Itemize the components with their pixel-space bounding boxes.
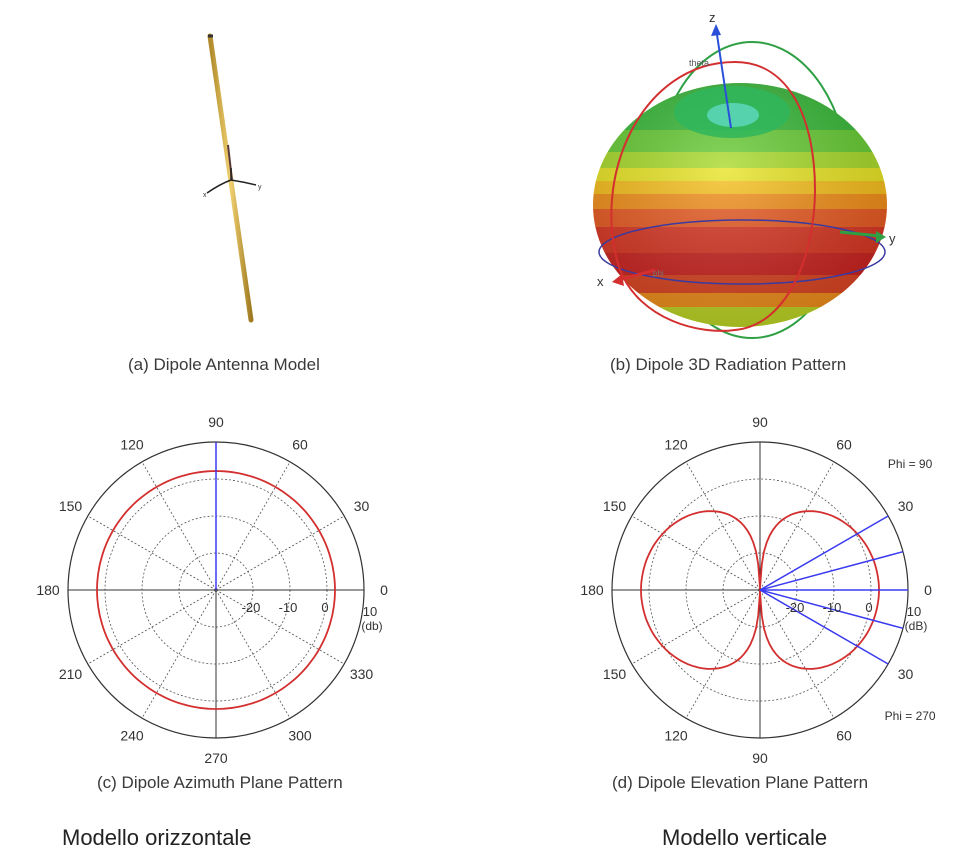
polar-angle-label: 90 xyxy=(208,414,224,430)
polar-angle-label: 180 xyxy=(36,582,60,598)
polar-cut-line xyxy=(759,589,889,665)
polar-grid-spoke xyxy=(759,589,835,719)
polar-angle-label: 90 xyxy=(752,750,768,766)
polar-radial-tick-label: 0 xyxy=(321,600,328,615)
caption-dipole-azimuth-plane-pattern: (c) Dipole Azimuth Plane Pattern xyxy=(97,773,343,792)
polar-grid-spoke xyxy=(631,515,761,591)
polar-cut-line xyxy=(759,589,904,630)
polar-angle-label: 150 xyxy=(603,498,627,514)
polar-angle-label: 60 xyxy=(292,437,308,453)
polar-grid-spoke xyxy=(685,589,761,719)
polar-radial-tick-label: 10 xyxy=(363,604,377,619)
z-axis xyxy=(715,27,732,129)
polar-angle-label: 30 xyxy=(898,666,914,682)
y-axis-label: y xyxy=(889,231,896,246)
radiation-pattern-3d: z y x theta phi xyxy=(593,10,896,339)
polar-radial-tick-label: -20 xyxy=(242,600,261,615)
phi-angle-label: phi xyxy=(653,269,664,278)
antenna-y-axis-label: y xyxy=(258,184,262,191)
polar-cut-line xyxy=(759,550,904,591)
polar-cut-label: Phi = 270 xyxy=(885,709,936,723)
y-axis-arrow xyxy=(876,231,886,243)
polar-angle-label: 150 xyxy=(603,666,627,682)
caption-dipole-3d-radiation-pattern: (b) Dipole 3D Radiation Pattern xyxy=(610,355,847,374)
polar-angle-label: 300 xyxy=(288,728,312,744)
polar-pattern-curve xyxy=(96,470,336,710)
polar-angle-label: 240 xyxy=(120,728,144,744)
x-axis-label: x xyxy=(597,274,604,289)
y-axis xyxy=(839,230,881,238)
polar-grid-spoke xyxy=(215,589,345,665)
polar-grid-spoke xyxy=(215,515,345,591)
z-axis-arrow xyxy=(711,24,721,36)
polar-pattern-curve xyxy=(640,510,880,670)
antenna-x-axis-label: x xyxy=(203,192,207,199)
polar-radial-tick-label: 0 xyxy=(865,600,872,615)
polar-grid-spoke xyxy=(631,589,761,665)
x-axis-arrow xyxy=(612,274,624,286)
polar-angle-label: 60 xyxy=(836,728,852,744)
polar-angle-label: 60 xyxy=(836,437,852,453)
polar-radial-tick-label: -10 xyxy=(823,600,842,615)
polar-radial-tick-label: -20 xyxy=(786,600,805,615)
polar-angle-label: 30 xyxy=(354,498,370,514)
polar-unit-label: (db) xyxy=(361,619,382,633)
polar-angle-label: 120 xyxy=(664,728,688,744)
polar-angle-label: 150 xyxy=(59,498,83,514)
polar-angle-label: 120 xyxy=(120,437,144,453)
elevation-ring-red xyxy=(610,60,817,332)
polar-radial-tick-label: -10 xyxy=(279,600,298,615)
polar-grid-spoke xyxy=(759,461,835,591)
x-axis xyxy=(618,268,656,282)
pattern-top-dimple-core xyxy=(707,103,759,127)
polar-angle-label: 0 xyxy=(924,582,932,598)
polar-angle-label: 0 xyxy=(380,582,388,598)
polar-angle-label: 30 xyxy=(898,498,914,514)
polar-angle-label: 180 xyxy=(580,582,604,598)
polar-unit-label: (dB) xyxy=(905,619,928,633)
polar-radial-tick-label: 10 xyxy=(907,604,921,619)
polar-grid-spoke xyxy=(141,589,217,719)
polar-angle-label: 270 xyxy=(204,750,228,766)
polar-angle-label: 120 xyxy=(664,437,688,453)
polar-grid-spoke xyxy=(87,515,217,591)
footer-label-vertical: Modello verticale xyxy=(662,825,828,850)
azimuth-ring-blue xyxy=(598,219,886,285)
polar-angle-label: 330 xyxy=(350,666,374,682)
polar-grid-spoke xyxy=(87,589,217,665)
polar-angle-label: 210 xyxy=(59,666,83,682)
polar-grid-spoke xyxy=(215,589,291,719)
footer-label-horizontal: Modello orizzontale xyxy=(62,825,252,850)
theta-angle-label: theta xyxy=(689,58,709,68)
polar-grid-spoke xyxy=(685,461,761,591)
antenna-model: x y xyxy=(203,33,262,323)
polar-cut-line xyxy=(759,515,889,591)
caption-dipole-antenna-model: (a) Dipole Antenna Model xyxy=(128,355,320,374)
polar-cut-label: Phi = 90 xyxy=(888,457,933,471)
z-axis-label: z xyxy=(709,10,716,25)
polar-grid-spoke xyxy=(141,461,217,591)
polar-angle-label: 90 xyxy=(752,414,768,430)
antenna-axis-triad xyxy=(206,168,257,194)
polar-grid-spoke xyxy=(215,461,291,591)
caption-dipole-elevation-plane-pattern: (d) Dipole Elevation Plane Pattern xyxy=(612,773,869,792)
